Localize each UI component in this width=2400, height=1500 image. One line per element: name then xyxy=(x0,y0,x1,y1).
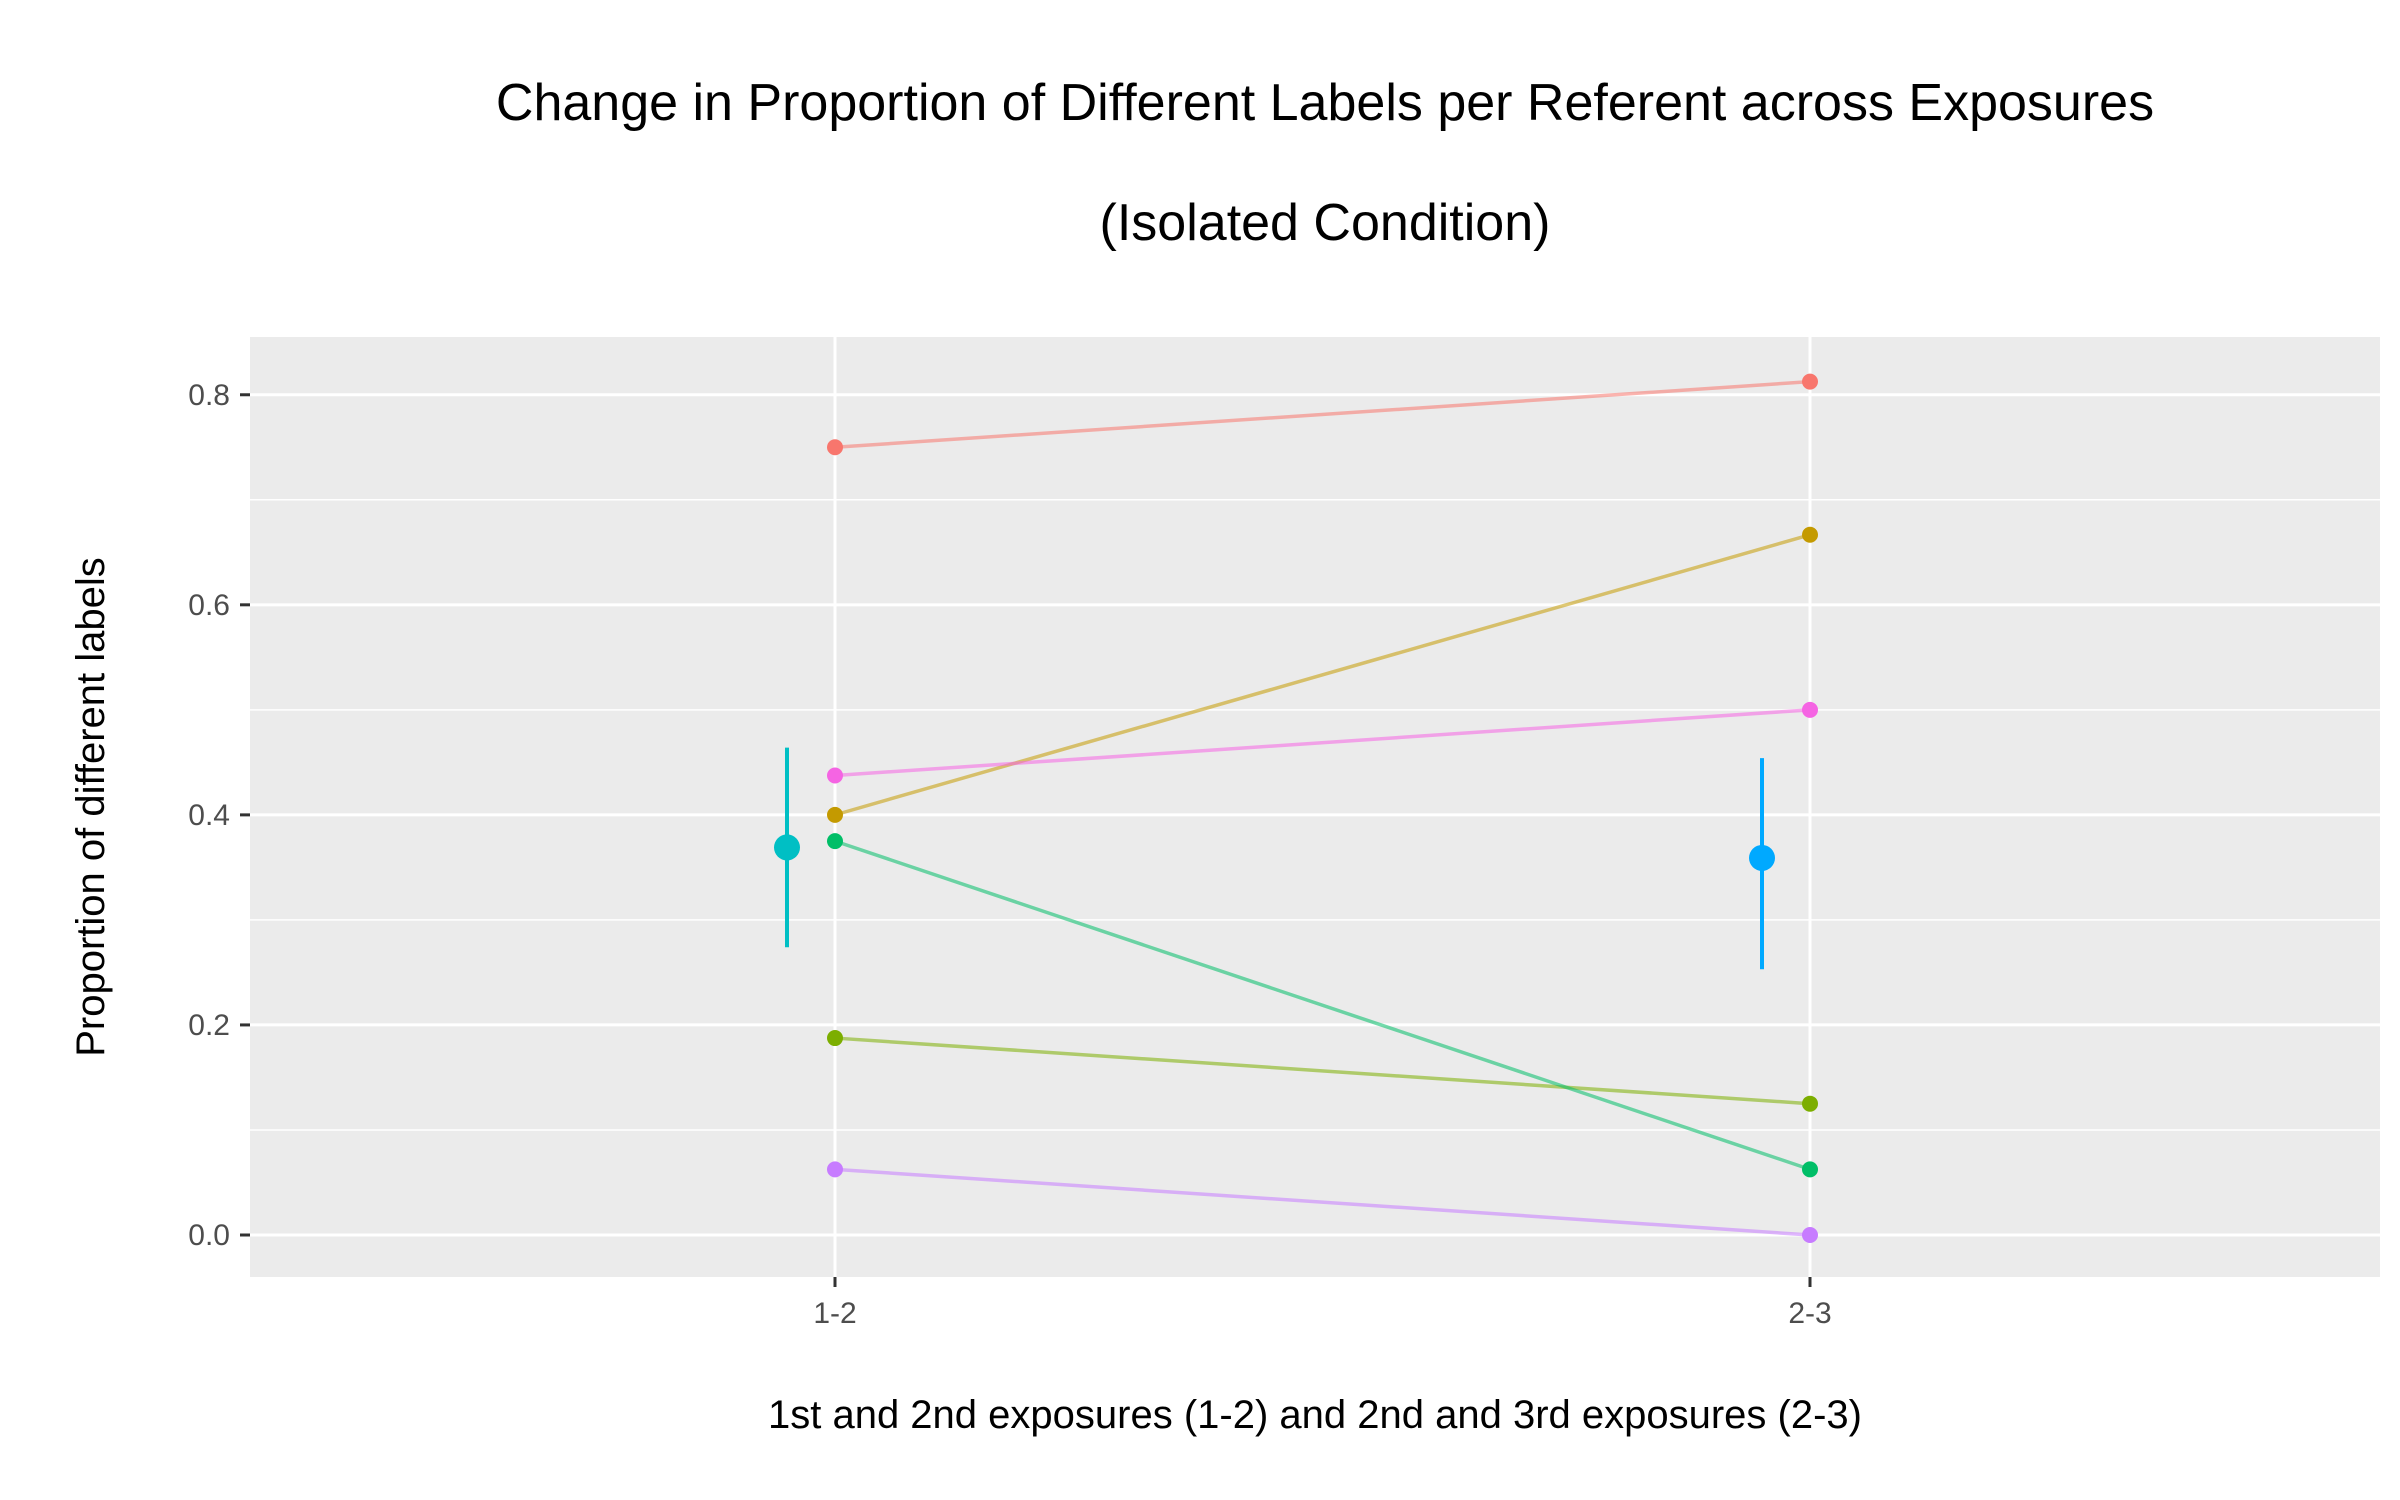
series-lines xyxy=(834,379,1811,1237)
y-tick-label: 0.0 xyxy=(188,1219,230,1252)
data-point-5-1-2 xyxy=(827,1161,843,1178)
mean-point-1-2 xyxy=(774,834,800,861)
data-point-4-2-3 xyxy=(1802,1161,1818,1178)
x-axis: 1-2 2-3 xyxy=(813,1277,1832,1330)
grid-major xyxy=(250,337,2380,1277)
y-tick-label: 0.8 xyxy=(188,379,230,412)
y-axis: 0.0 0.2 0.4 0.6 0.8 xyxy=(188,379,250,1252)
data-point-1-1-2 xyxy=(827,439,843,456)
data-point-2-1-2 xyxy=(827,806,843,823)
x-axis-title: 1st and 2nd exposures (1-2) and 2nd and … xyxy=(768,1393,1862,1437)
plot-panel xyxy=(250,337,2380,1277)
series-line-5 xyxy=(834,1167,1811,1237)
chart-title: Change in Proportion of Different Labels… xyxy=(496,74,2154,132)
series-line-3 xyxy=(834,1036,1811,1106)
x-tick-label: 2-3 xyxy=(1788,1297,1831,1330)
mean-point-2-3 xyxy=(1749,844,1775,871)
y-tick-label: 0.2 xyxy=(188,1009,230,1042)
data-point-6-1-2 xyxy=(827,767,843,784)
data-point-1-2-3 xyxy=(1802,373,1818,390)
series-line-4 xyxy=(834,839,1811,1172)
series-line-1 xyxy=(834,379,1811,450)
series-line-2 xyxy=(834,533,1811,817)
data-point-3-1-2 xyxy=(827,1030,843,1047)
y-tick-label: 0.4 xyxy=(188,799,230,832)
data-point-4-1-2 xyxy=(827,833,843,850)
series-points xyxy=(827,373,1818,1243)
y-tick-label: 0.6 xyxy=(188,589,230,622)
data-point-6-2-3 xyxy=(1802,701,1818,718)
data-point-5-2-3 xyxy=(1802,1226,1818,1243)
chart-subtitle: (Isolated Condition) xyxy=(1100,194,1551,252)
data-point-3-2-3 xyxy=(1802,1095,1818,1112)
x-tick-label: 1-2 xyxy=(813,1297,856,1330)
grid-minor xyxy=(250,499,2380,1131)
y-axis-title: Proportion of different labels xyxy=(69,557,113,1057)
summary-marks xyxy=(774,747,1775,970)
data-point-2-2-3 xyxy=(1802,526,1818,543)
series-line-6 xyxy=(834,708,1811,778)
